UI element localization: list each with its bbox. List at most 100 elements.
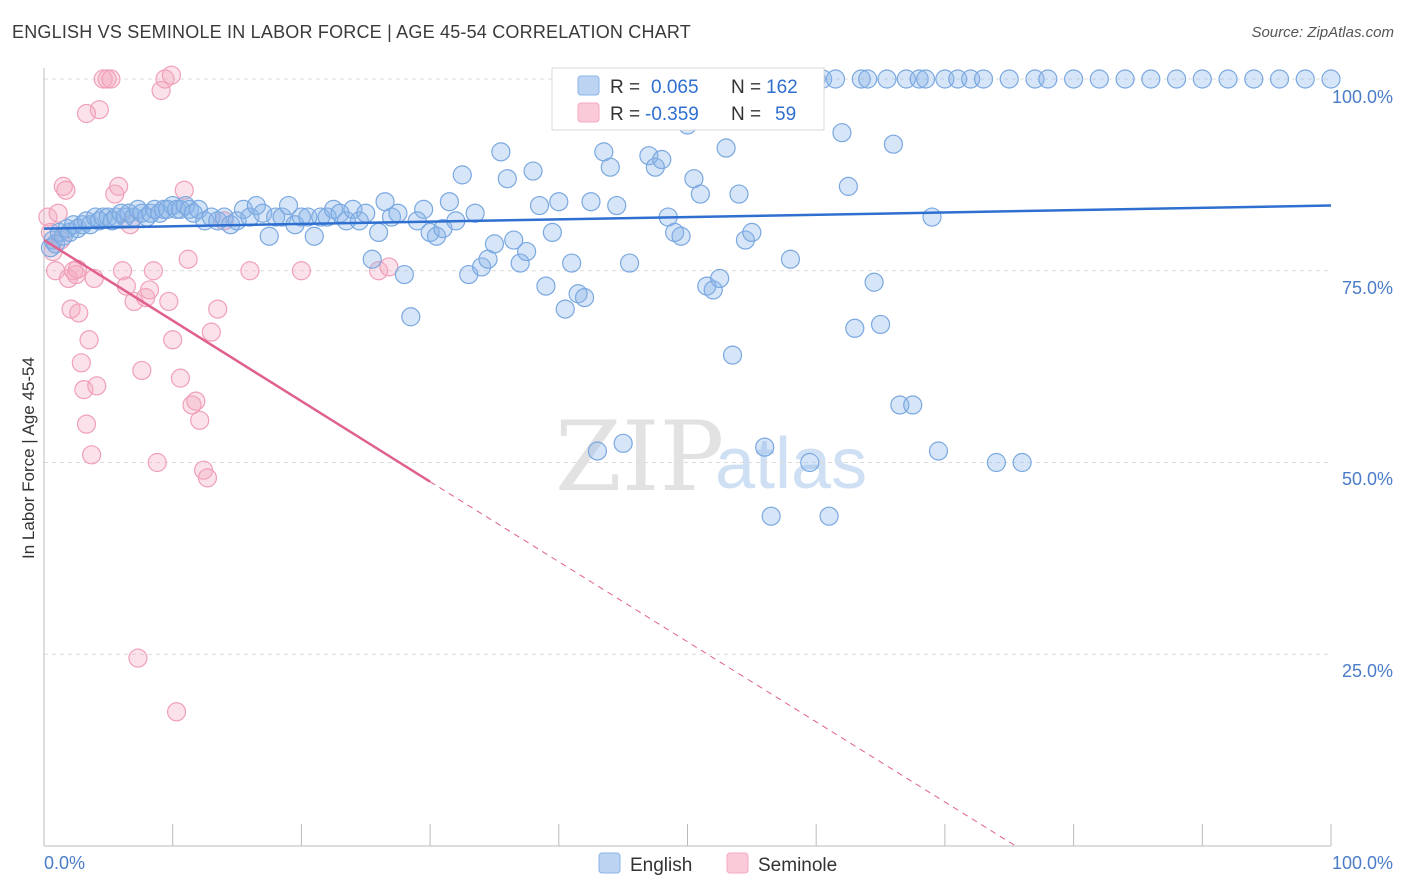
english-n-label: N = [731,77,761,98]
english-point [517,241,537,262]
english-r-value: 0.065 [651,77,699,98]
english-point [253,203,273,223]
english-point [291,207,311,227]
english-point [356,203,376,223]
english-point [619,253,640,273]
english-point [549,192,569,212]
seminole-point [67,259,88,279]
english-point [877,69,897,89]
english-point [761,506,781,526]
english-point [729,184,749,204]
seminole-point [147,452,167,473]
seminole-n-value: 59 [775,104,796,125]
y-tick-labels: 100.0% 75.0% 50.0% 25.0% [1332,87,1393,681]
seminole-point [291,261,311,281]
seminole-n-label: N = [731,104,761,125]
seminole-swatch [577,102,600,123]
y-tick-label: 75.0% [1342,278,1393,298]
seminole-point [197,468,218,488]
english-point [278,195,299,216]
english-point [1166,69,1187,89]
seminole-point [139,280,160,300]
english-point [465,203,485,223]
english-point [690,184,710,204]
seminole-point [79,330,99,350]
seminole-point [159,291,179,312]
seminole-point [170,368,191,388]
english-point [1295,69,1315,89]
series-legend: English Seminole [598,852,837,876]
english-point [581,192,601,212]
english-point [600,157,620,177]
seminole-point [151,80,171,101]
english-point [652,149,672,170]
english-point [845,318,865,338]
seminole-point [71,353,91,373]
watermark-zip: ZIP [555,401,724,513]
english-point [883,134,904,154]
seminole-legend-label: Seminole [758,855,837,876]
english-r-label: R = [610,77,640,98]
seminole-point [112,261,133,281]
seminole-point [74,380,94,400]
english-point [1321,69,1341,89]
english-point [439,192,460,212]
english-point [555,299,575,319]
english-point [851,69,871,89]
seminole-point [201,322,221,342]
english-legend-swatch [598,852,621,874]
english-point [362,249,382,269]
chart-title: ENGLISH VS SEMINOLE IN LABOR FORCE | AGE… [12,22,691,42]
seminole-point [56,180,76,200]
seminole-legend-swatch [726,852,749,874]
seminole-point [109,176,129,196]
seminole-point [101,69,121,89]
english-point [317,207,337,227]
x-ticks [172,824,1332,846]
english-point [755,437,775,457]
english-point [832,123,852,143]
seminole-point [178,249,198,269]
y-tick-label: 25.0% [1342,661,1393,681]
english-point [1012,452,1032,473]
english-point [562,253,582,273]
gridlines [44,78,1331,655]
english-point [780,249,801,269]
seminole-point [240,261,260,281]
english-point [452,165,472,185]
english-point [819,506,839,526]
seminole-point [186,391,206,411]
seminole-point [87,376,107,396]
english-point [259,226,279,246]
english-point [369,222,389,242]
english-point [1115,69,1135,89]
english-point [542,222,562,242]
stats-legend: R = 0.065 N = 162 R = -0.359 N = 59 [551,67,825,131]
english-point [1038,69,1058,89]
english-point [504,230,524,250]
x-tick-label-min: 0.0% [44,853,85,873]
english-point [1141,69,1161,89]
english-point [183,203,203,223]
seminole-point [89,100,109,120]
english-point [870,314,891,335]
seminole-point [190,410,210,430]
seminole-point [208,299,228,319]
english-point [491,142,511,162]
seminole-point [182,395,202,415]
seminole-point [369,261,389,281]
english-point [45,234,66,254]
english-point [401,307,421,327]
seminole-trend-line [43,239,431,483]
english-point [973,69,994,89]
seminole-point [174,180,194,200]
english-point [838,176,858,196]
english-point [266,207,286,227]
english-point [1089,69,1109,89]
english-point [510,253,530,273]
seminole-point [82,445,102,465]
english-point [800,452,820,473]
english-point [574,287,595,308]
y-tick-label: 50.0% [1342,469,1393,489]
